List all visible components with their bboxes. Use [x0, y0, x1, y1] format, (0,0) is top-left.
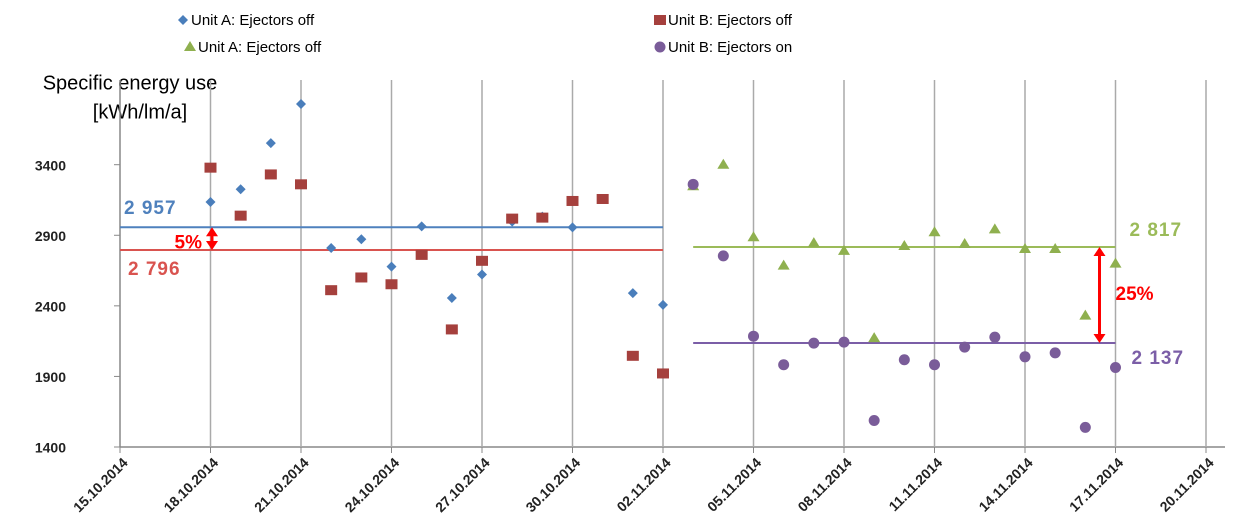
point	[415, 249, 428, 260]
point	[264, 169, 277, 180]
legend-label: Unit A: Ejectors off	[198, 39, 322, 56]
mean-label: 2 957	[124, 198, 177, 219]
mean-label: 2 137	[1132, 348, 1185, 369]
point	[959, 341, 971, 353]
point	[416, 221, 427, 232]
point	[234, 210, 247, 221]
point	[1019, 351, 1031, 363]
point	[1079, 309, 1092, 320]
y-axis-label: [kWh/lm/a]	[93, 101, 187, 123]
y-tick-label: 2900	[35, 228, 66, 244]
arrow-head	[1093, 333, 1106, 343]
legend-marker	[178, 15, 188, 25]
arrow-head	[206, 227, 218, 237]
point	[778, 359, 790, 371]
legend-label: Unit A: Ejectors off	[191, 12, 315, 29]
point	[204, 162, 217, 173]
arrow-head	[1093, 246, 1106, 256]
point	[445, 324, 458, 335]
point	[446, 292, 457, 303]
point	[989, 331, 1001, 343]
point	[356, 234, 367, 245]
y-tick-label: 3400	[35, 157, 66, 173]
mean-label: 2 796	[128, 259, 181, 280]
x-tick-label: 08.11.2014	[794, 454, 854, 514]
point	[235, 184, 246, 195]
mean-label: 2 817	[1130, 220, 1183, 241]
difference-label: 25%	[1116, 284, 1154, 305]
x-tick-label: 14.11.2014	[975, 454, 1035, 514]
point	[205, 196, 216, 207]
point	[898, 239, 911, 250]
point	[536, 212, 549, 223]
y-axis-label: Specific energy use	[43, 72, 218, 94]
point	[325, 285, 338, 296]
legend-marker	[654, 15, 666, 25]
difference-label: 5%	[175, 233, 203, 254]
point	[566, 195, 579, 206]
x-tick-label: 27.10.2014	[432, 454, 493, 515]
point	[296, 98, 306, 109]
point	[1049, 347, 1061, 359]
legend-label: Unit B: Ejectors on	[668, 39, 792, 56]
point	[355, 272, 368, 283]
point	[627, 288, 638, 299]
point	[1019, 242, 1031, 253]
y-tick-label: 1400	[35, 440, 66, 456]
y-tick-label: 2400	[35, 299, 66, 315]
x-tick-label: 18.10.2014	[160, 454, 221, 515]
point	[807, 237, 820, 248]
point	[567, 222, 578, 233]
point	[1109, 257, 1122, 268]
point	[265, 138, 276, 149]
y-tick-label: 1900	[35, 369, 66, 385]
arrow-head	[206, 240, 218, 250]
point	[596, 193, 609, 204]
point	[838, 336, 850, 348]
point	[717, 158, 730, 169]
point	[928, 226, 941, 237]
x-tick-label: 05.11.2014	[704, 454, 764, 514]
point	[657, 368, 669, 379]
x-tick-label: 24.10.2014	[341, 454, 402, 515]
x-tick-label: 30.10.2014	[522, 454, 583, 515]
point	[898, 354, 910, 366]
point	[326, 242, 337, 253]
point	[1079, 421, 1091, 433]
point	[506, 213, 519, 224]
point	[868, 332, 881, 343]
point	[658, 299, 668, 310]
point	[748, 330, 759, 342]
point	[626, 350, 639, 361]
x-tick-label: 15.10.2014	[70, 454, 131, 515]
point	[958, 238, 971, 249]
point	[988, 223, 1001, 234]
point	[777, 259, 790, 270]
point	[1049, 242, 1062, 253]
point	[838, 244, 850, 255]
point	[386, 261, 397, 272]
point	[868, 414, 880, 426]
x-tick-label: 20.11.2014	[1156, 454, 1216, 514]
point	[385, 279, 398, 290]
legend-marker	[654, 41, 666, 53]
point	[477, 269, 487, 280]
point	[747, 231, 760, 242]
point	[687, 178, 699, 190]
x-tick-label: 02.11.2014	[613, 454, 673, 514]
x-tick-label: 21.10.2014	[251, 454, 312, 515]
point	[929, 359, 940, 371]
x-tick-label: 17.11.2014	[1066, 454, 1126, 514]
x-tick-label: 11.11.2014	[885, 454, 945, 514]
point	[295, 179, 307, 190]
point	[717, 250, 729, 262]
point	[476, 255, 488, 266]
legend-marker	[184, 41, 196, 51]
point	[808, 337, 820, 349]
legend-label: Unit B: Ejectors off	[668, 12, 793, 29]
point	[1110, 362, 1121, 374]
